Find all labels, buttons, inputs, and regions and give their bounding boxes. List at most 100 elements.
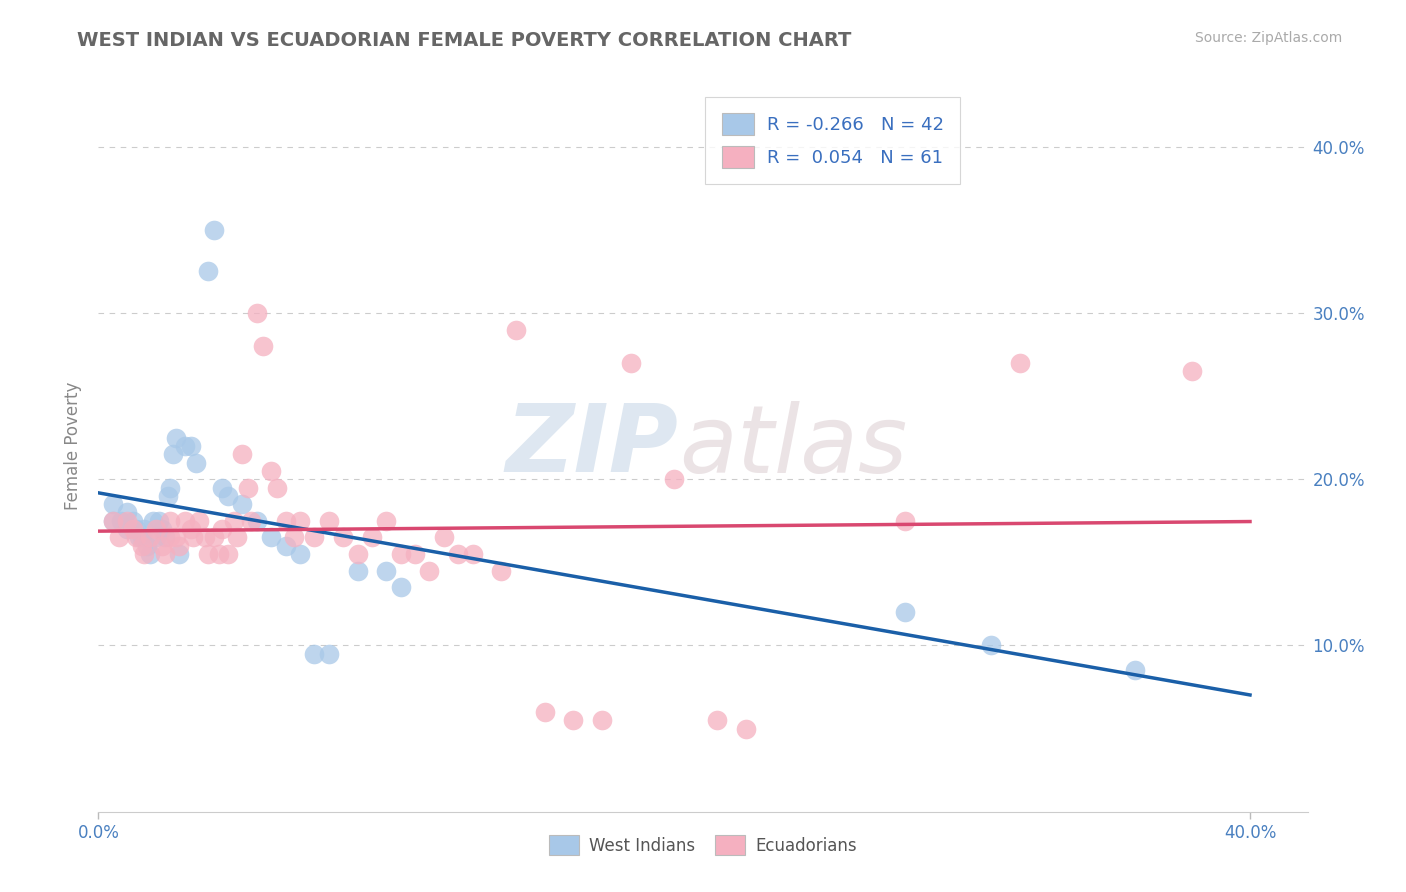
Point: [197, 547, 219, 561]
Point: [145, 530, 167, 544]
Point: [197, 264, 219, 278]
Point: [122, 522, 145, 536]
Point: [173, 514, 195, 528]
Point: [404, 547, 426, 561]
Point: [893, 514, 915, 528]
Point: [167, 547, 190, 561]
Point: [562, 714, 585, 728]
Point: [1181, 364, 1204, 378]
Point: [107, 530, 129, 544]
Text: ZIP: ZIP: [506, 400, 679, 492]
Point: [139, 530, 162, 544]
Point: [246, 306, 269, 320]
Point: [159, 481, 181, 495]
Point: [165, 530, 187, 544]
Point: [283, 530, 305, 544]
Point: [304, 647, 326, 661]
Point: [153, 547, 176, 561]
Point: [153, 530, 176, 544]
Point: [131, 530, 153, 544]
Point: [148, 514, 170, 528]
Point: [706, 714, 728, 728]
Point: [346, 547, 368, 561]
Point: [150, 522, 173, 536]
Point: [217, 489, 239, 503]
Point: [735, 722, 758, 736]
Point: [288, 547, 311, 561]
Point: [980, 639, 1002, 653]
Text: atlas: atlas: [679, 401, 907, 491]
Point: [433, 530, 456, 544]
Point: [125, 530, 148, 544]
Point: [211, 481, 233, 495]
Point: [139, 547, 162, 561]
Point: [150, 539, 173, 553]
Point: [591, 714, 613, 728]
Point: [231, 497, 253, 511]
Point: [418, 564, 440, 578]
Point: [304, 530, 326, 544]
Point: [288, 514, 311, 528]
Point: [318, 647, 340, 661]
Point: [145, 522, 167, 536]
Point: [167, 539, 190, 553]
Point: [318, 514, 340, 528]
Text: Source: ZipAtlas.com: Source: ZipAtlas.com: [1195, 31, 1343, 45]
Point: [375, 514, 398, 528]
Point: [136, 539, 159, 553]
Point: [186, 456, 208, 470]
Y-axis label: Female Poverty: Female Poverty: [65, 382, 83, 510]
Point: [173, 439, 195, 453]
Point: [128, 530, 150, 544]
Point: [266, 481, 288, 495]
Point: [260, 464, 283, 478]
Point: [162, 447, 184, 461]
Point: [260, 530, 283, 544]
Point: [110, 514, 132, 528]
Point: [115, 522, 138, 536]
Point: [332, 530, 354, 544]
Point: [125, 522, 148, 536]
Point: [188, 514, 211, 528]
Point: [159, 514, 181, 528]
Point: [246, 514, 269, 528]
Point: [211, 522, 233, 536]
Point: [156, 489, 179, 503]
Point: [231, 447, 253, 461]
Point: [122, 514, 145, 528]
Point: [389, 547, 412, 561]
Point: [159, 530, 181, 544]
Point: [131, 539, 153, 553]
Point: [252, 339, 274, 353]
Point: [1123, 664, 1146, 678]
Point: [115, 506, 138, 520]
Point: [447, 547, 470, 561]
Point: [274, 539, 297, 553]
Point: [142, 514, 165, 528]
Point: [346, 564, 368, 578]
Point: [202, 530, 225, 544]
Point: [620, 356, 643, 370]
Point: [225, 530, 247, 544]
Point: [183, 530, 205, 544]
Point: [893, 605, 915, 619]
Point: [664, 472, 686, 486]
Point: [240, 514, 263, 528]
Point: [134, 547, 156, 561]
Point: [180, 522, 202, 536]
Point: [115, 514, 138, 528]
Point: [180, 439, 202, 453]
Point: [101, 514, 124, 528]
Point: [389, 580, 412, 594]
Point: [217, 547, 239, 561]
Legend: West Indians, Ecuadorians: West Indians, Ecuadorians: [543, 829, 863, 862]
Point: [491, 564, 513, 578]
Text: WEST INDIAN VS ECUADORIAN FEMALE POVERTY CORRELATION CHART: WEST INDIAN VS ECUADORIAN FEMALE POVERTY…: [77, 31, 852, 50]
Point: [505, 323, 527, 337]
Point: [101, 514, 124, 528]
Point: [375, 564, 398, 578]
Point: [202, 223, 225, 237]
Point: [361, 530, 384, 544]
Point: [1008, 356, 1031, 370]
Point: [533, 705, 555, 719]
